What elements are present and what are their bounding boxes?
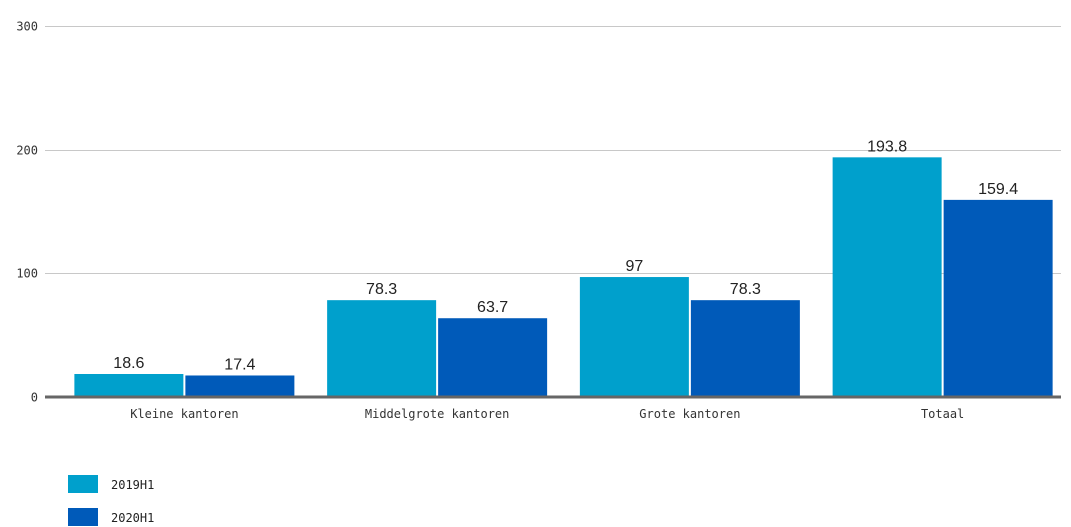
data-label: 78.3 (366, 281, 397, 298)
y-tick-label: 300 (16, 20, 38, 34)
bar-2019h1 (579, 277, 689, 397)
bars (74, 157, 1053, 397)
legend-label: 2019H1 (111, 478, 154, 492)
axes: 0 100 200 300 Kleine kantoren Middelgrote kan… (16, 20, 1061, 421)
data-label: 97 (625, 258, 643, 275)
bar-2019h1 (74, 373, 184, 397)
bar-2020h1 (185, 375, 295, 397)
y-tick-label: 0 (31, 391, 38, 405)
legend-swatch-2019h1 (68, 475, 98, 493)
data-label: 78.3 (730, 281, 761, 298)
data-label: 17.4 (224, 356, 255, 373)
bar-2020h1 (943, 199, 1053, 397)
data-labels: 18.6 17.4 78.3 63.7 97 78.3 193.8 159.4 (113, 138, 1018, 373)
data-label: 193.8 (867, 138, 907, 155)
legend: 2019H1 2020H1 (68, 475, 154, 526)
y-tick-label: 100 (16, 267, 38, 281)
bar-2020h1 (690, 300, 800, 397)
y-tick-label: 200 (16, 144, 38, 158)
bar-2019h1 (832, 157, 942, 397)
x-tick-label: Grote kantoren (639, 407, 740, 421)
data-label: 159.4 (978, 181, 1018, 198)
x-tick-label: Middelgrote kantoren (365, 407, 510, 421)
x-tick-label: Totaal (921, 407, 964, 421)
x-tick-label: Kleine kantoren (130, 407, 238, 421)
bar-2020h1 (438, 318, 548, 397)
data-label: 63.7 (477, 299, 508, 316)
data-label: 18.6 (113, 355, 144, 372)
bar-2019h1 (327, 300, 437, 397)
legend-label: 2020H1 (111, 511, 154, 525)
legend-swatch-2020h1 (68, 508, 98, 526)
